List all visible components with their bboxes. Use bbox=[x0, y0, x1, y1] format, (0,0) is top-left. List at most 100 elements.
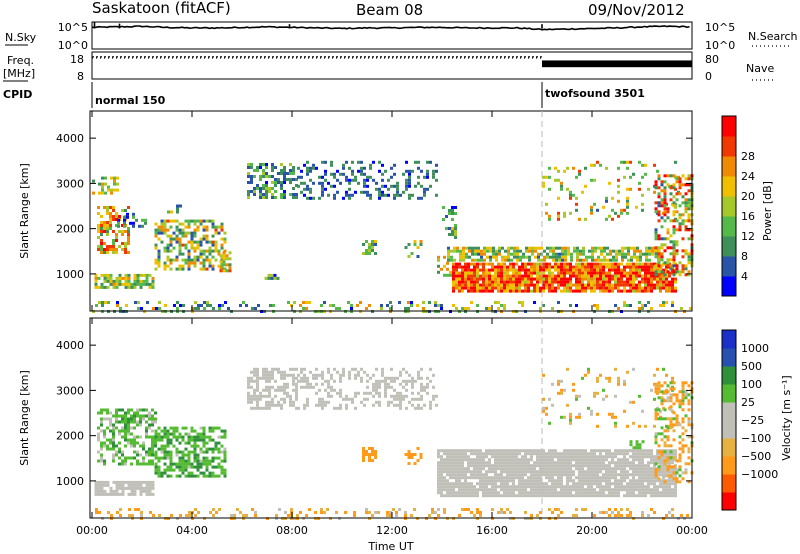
power-cells-cell bbox=[672, 204, 676, 208]
power-cells-cell bbox=[354, 175, 357, 179]
power-cells-cell bbox=[262, 193, 265, 196]
power-cells-cell bbox=[563, 289, 566, 293]
power-cells-cell bbox=[681, 213, 685, 217]
vel-cells-cell bbox=[339, 406, 342, 410]
vel-cells-cell bbox=[602, 458, 605, 462]
vel-cells-cell bbox=[557, 467, 560, 471]
vel-cells-cell bbox=[127, 408, 130, 412]
power-cells-cell bbox=[684, 228, 688, 232]
power-cells-cell bbox=[458, 277, 461, 281]
vel-cells-cell bbox=[617, 514, 620, 517]
vel-cells-cell bbox=[434, 511, 437, 514]
power-cells-cell bbox=[283, 190, 286, 193]
power-cells-cell bbox=[434, 304, 437, 307]
vel-cells-cell bbox=[220, 435, 224, 439]
power-cells-cell bbox=[127, 206, 130, 209]
power-cells-cell bbox=[629, 262, 632, 266]
power-cells-cell bbox=[103, 242, 106, 245]
vel-cells-cell bbox=[181, 450, 185, 454]
power-cells-cell bbox=[179, 304, 182, 307]
power-cells-cell bbox=[476, 271, 479, 275]
power-cells-cell bbox=[121, 209, 124, 212]
power-cells-cell bbox=[665, 277, 668, 281]
vel-cells-cell bbox=[336, 406, 339, 410]
vel-cells-cell bbox=[106, 483, 110, 487]
power-cells-cell bbox=[127, 242, 130, 245]
power-cells-cell bbox=[608, 268, 611, 272]
vel-cells-cell bbox=[584, 452, 587, 456]
power-cells-cell bbox=[184, 246, 188, 250]
vel-cells-cell bbox=[440, 455, 443, 459]
vel-cells-cell bbox=[476, 488, 479, 492]
vel-cells-cell bbox=[289, 367, 292, 371]
vel-cells-cell bbox=[575, 467, 578, 471]
power-cells-cell bbox=[461, 271, 464, 275]
vel-cells-cell bbox=[405, 394, 408, 398]
power-cells-cell bbox=[268, 190, 271, 193]
power-cells-cell bbox=[491, 286, 494, 290]
power-cells-cell bbox=[599, 289, 602, 293]
vel-cells-cell bbox=[536, 452, 539, 456]
power-cells-cell bbox=[324, 178, 327, 182]
vel-cells-cell bbox=[575, 485, 578, 489]
power-cells-cell bbox=[605, 262, 608, 266]
vel-cells-cell bbox=[497, 494, 500, 498]
power-cells-cell bbox=[590, 280, 593, 284]
vel-cells-cell bbox=[193, 441, 197, 445]
power-cells-cell bbox=[458, 286, 461, 290]
vel-cells-cell bbox=[163, 447, 167, 451]
power-cells-cell bbox=[262, 163, 265, 166]
vel-cells-cell bbox=[578, 394, 581, 398]
vel-cells-cell bbox=[641, 455, 644, 459]
power-cells-cell bbox=[387, 187, 390, 191]
vel-cells-cell bbox=[530, 449, 533, 453]
power-cells-cell bbox=[169, 234, 173, 238]
vel-cells-cell bbox=[521, 491, 524, 495]
power-cells-cell bbox=[434, 301, 437, 304]
power-cells-cell bbox=[357, 169, 360, 173]
power-cells-cell bbox=[674, 286, 677, 290]
power-cells-cell bbox=[196, 258, 200, 262]
power-cells-cell bbox=[190, 243, 194, 247]
vel-cells-cell bbox=[387, 382, 390, 386]
power-cells-cell bbox=[228, 266, 232, 270]
vel-cells-cell bbox=[572, 455, 575, 459]
power-cells-cell bbox=[563, 286, 566, 290]
power-cells-cell bbox=[554, 265, 557, 269]
power-cells-cell bbox=[106, 279, 110, 283]
vel-cells-cell bbox=[657, 468, 661, 472]
power-cells-cell bbox=[542, 286, 545, 290]
vel-cells-cell bbox=[366, 391, 369, 395]
vel-cells-cell bbox=[130, 426, 133, 430]
power-cells-cell bbox=[179, 204, 182, 208]
power-cells-cell bbox=[405, 160, 408, 164]
power-cells-cell bbox=[657, 255, 661, 259]
power-cells-cell bbox=[280, 187, 283, 190]
vel-cells-cell bbox=[644, 424, 647, 428]
power-cells-cell bbox=[638, 283, 641, 287]
vel-cells-cell bbox=[674, 491, 677, 495]
vel-cells-cell bbox=[196, 432, 200, 436]
vel-cells-cell bbox=[470, 485, 473, 489]
power-cells-cell bbox=[443, 264, 446, 268]
vel-cells-cell bbox=[596, 376, 599, 380]
vel-cells-cell bbox=[569, 455, 572, 459]
power-cells-cell bbox=[660, 201, 664, 205]
power-cells-cell bbox=[205, 219, 209, 223]
vel-cells-cell bbox=[575, 464, 578, 468]
vel-cells-cell bbox=[681, 387, 685, 391]
vel-cells-cell bbox=[548, 470, 551, 474]
power-cells-cell bbox=[139, 285, 143, 289]
power-cells-cell bbox=[626, 202, 629, 206]
vel-cells-cell bbox=[542, 449, 545, 453]
power-cells-cell bbox=[557, 214, 560, 218]
power-cells-cell bbox=[503, 274, 506, 278]
vel-cells-cell bbox=[142, 456, 145, 460]
power-cells-cell bbox=[629, 160, 632, 164]
vel-cells-cell bbox=[449, 482, 452, 486]
power-cells-cell bbox=[593, 274, 596, 278]
power-cells-cell bbox=[533, 271, 536, 275]
power-cells-cell bbox=[624, 246, 627, 250]
vel-cells-cell bbox=[405, 382, 408, 386]
vel-cells-cell bbox=[384, 379, 387, 383]
